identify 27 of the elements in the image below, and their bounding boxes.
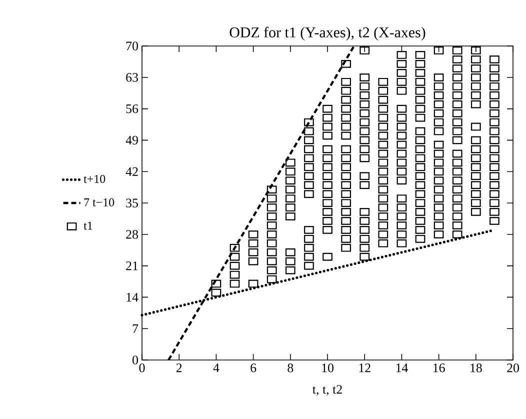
x-tick-label: 14	[396, 364, 408, 372]
y-tick-label: 70	[126, 42, 138, 50]
y-tick-label: 14	[126, 292, 138, 302]
y-tick-label: 7	[132, 324, 138, 333]
y-tick-label: 56	[126, 104, 138, 114]
x-tick-label: 12	[359, 364, 370, 372]
x-tick-label: 10	[322, 364, 334, 372]
x-tick-label: 2	[176, 364, 182, 372]
x-tick-label: 0	[139, 364, 145, 372]
y-tick-label: 21	[126, 262, 138, 270]
x-tick-label: 20	[507, 364, 519, 372]
y-tick-label: 49	[126, 136, 138, 145]
legend-label: 7 t−10	[84, 198, 114, 206]
x-tick-label: 4	[213, 364, 220, 372]
x-tick-label: 16	[433, 364, 445, 372]
chart-title: ODZ for t1 (Y-axes), t2 (X-axes)	[230, 26, 426, 40]
legend-label: t+10	[84, 174, 106, 183]
y-tick-label: 28	[126, 230, 138, 239]
y-tick-label: 0	[132, 356, 138, 364]
legend-label: t1	[84, 222, 92, 230]
x-tick-label: 8	[288, 364, 294, 372]
x-tick-label: 6	[250, 364, 256, 372]
y-tick-label: 42	[126, 167, 138, 176]
x-axis-title: t, t, t2	[312, 385, 342, 396]
y-tick-label: 63	[126, 73, 138, 82]
x-tick-label: 18	[470, 364, 482, 372]
y-tick-label: 35	[126, 198, 138, 208]
